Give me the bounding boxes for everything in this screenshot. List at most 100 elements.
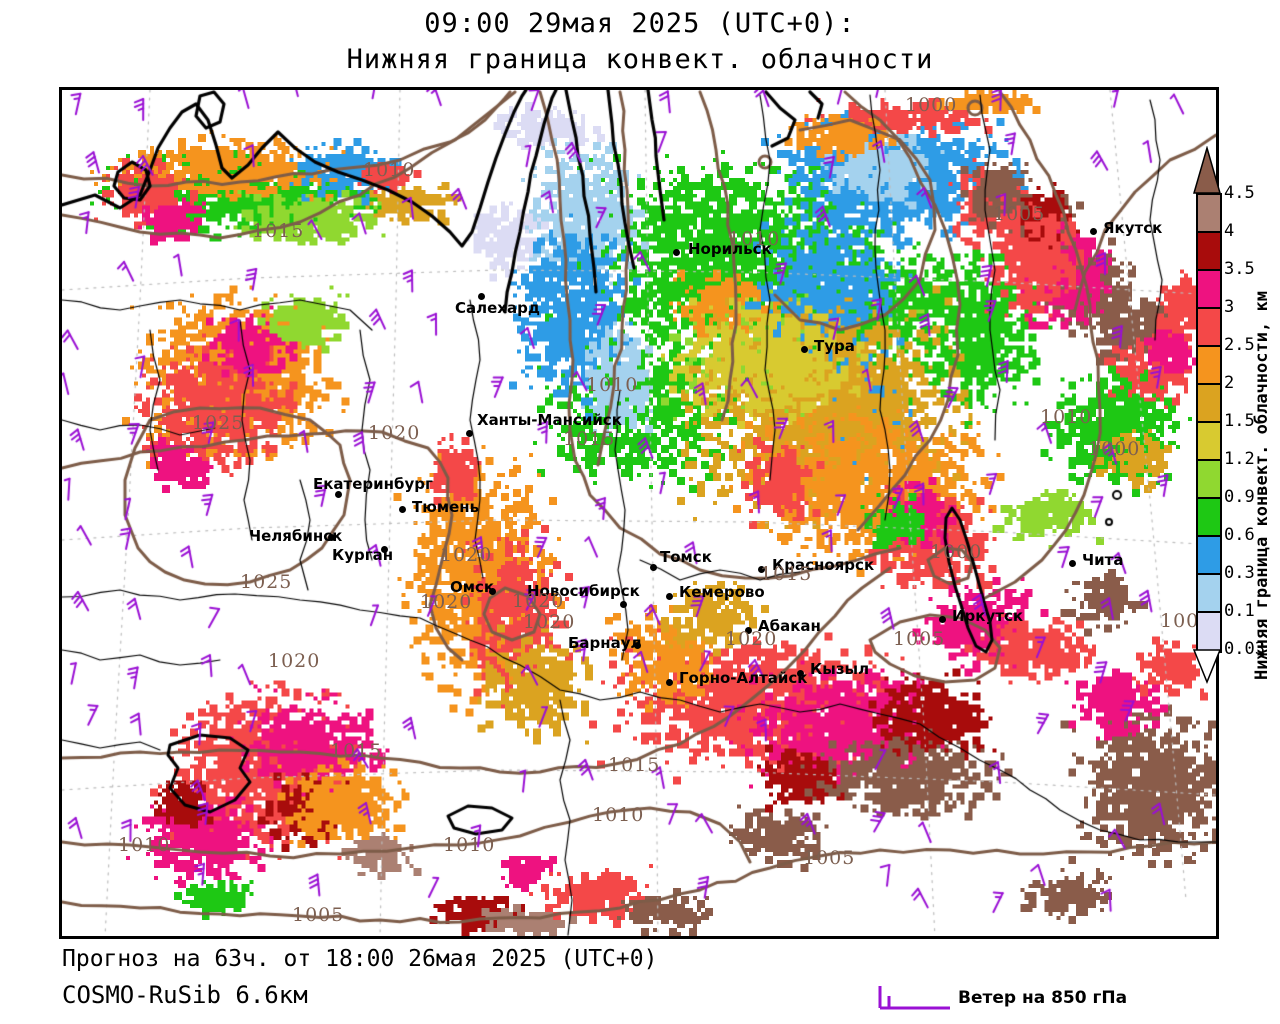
city-dot: [673, 249, 680, 256]
city-dot: [1090, 228, 1097, 235]
model-name-text: COSMO-RuSib 6.6км: [62, 981, 308, 1009]
colorbar-above-max-arrow: [1193, 146, 1221, 194]
colorbar-tick-label: 4.5: [1224, 183, 1255, 203]
colorbar-tick-label: 4: [1224, 221, 1235, 241]
colorbar-tick-label: 0.1: [1224, 601, 1255, 621]
isobar-label: 1015: [760, 563, 813, 585]
forecast-info-text: Прогноз на 63ч. от 18:00 26мая 2025 (UTC…: [62, 946, 658, 972]
isobar-label: 1000: [905, 94, 958, 116]
city-label: Чита: [1082, 551, 1124, 569]
city-dot: [650, 564, 657, 571]
colorbar-segment: [1198, 309, 1220, 347]
city-dot: [666, 679, 673, 686]
colorbar-axis-label: Нижняя граница конвект. облачности, км: [1252, 291, 1272, 680]
colorbar: [1196, 193, 1222, 653]
isobar-label: 1020: [420, 591, 473, 613]
city-label: Красноярск: [772, 556, 875, 574]
city-dot: [1069, 560, 1076, 567]
colorbar-tick-label: 1.5: [1224, 411, 1255, 431]
city-label: Салехард: [455, 299, 540, 317]
city-label: Омск: [450, 578, 495, 596]
isobar-label: 1005: [292, 904, 345, 926]
city-dot: [797, 670, 804, 677]
colorbar-segment: [1198, 195, 1220, 233]
city-label: Новосибирск: [527, 582, 640, 600]
colorbar-tick-label: 0.6: [1224, 525, 1255, 545]
isobar-label: 1015: [563, 428, 616, 450]
city-dot: [745, 627, 752, 634]
isobar-label: 1010: [586, 374, 639, 396]
isobar-label: 1015: [330, 740, 383, 762]
colorbar-segment: [1198, 347, 1220, 385]
colorbar-segment: [1198, 499, 1220, 537]
city-label: Курган: [332, 546, 394, 564]
map-lines-canvas: [62, 90, 1216, 936]
colorbar-segment: [1198, 575, 1220, 613]
city-dot: [335, 491, 342, 498]
colorbar-tick-label: 0.03: [1224, 639, 1265, 659]
isobar-label: 1000: [1088, 438, 1141, 460]
city-label: Екатеринбург: [313, 475, 433, 493]
isobar-label: 1010: [363, 159, 416, 181]
isobar-label: 1005: [803, 847, 856, 869]
isobar-label: 1025: [240, 571, 293, 593]
city-dot: [666, 593, 673, 600]
colorbar-segment: [1198, 423, 1220, 461]
isobar-label: 1010: [592, 804, 645, 826]
city-label: Ханты-Мансийск: [477, 411, 622, 429]
city-dot: [489, 588, 496, 595]
colorbar-tick-label: 3: [1224, 297, 1235, 317]
isobar-label: 1020: [440, 544, 493, 566]
isobar-label: 1000: [930, 541, 983, 563]
city-label: Кемерово: [679, 583, 765, 601]
city-label: Тюмень: [412, 498, 480, 516]
city-dot: [620, 601, 627, 608]
isobar-label: 1020: [368, 422, 421, 444]
colorbar-tick-label: 0.3: [1224, 563, 1255, 583]
colorbar-segment: [1198, 537, 1220, 575]
colorbar-segment: [1198, 233, 1220, 271]
city-label: Тура: [814, 337, 855, 355]
city-dot: [399, 506, 406, 513]
forecast-map: Норильск Салехард Тура Ханты-Мансийск Екатер…: [59, 87, 1219, 939]
isobar-label: 1020: [523, 611, 576, 633]
isobar-label: 1010: [1040, 406, 1093, 428]
city-label: Кызыл: [810, 660, 870, 678]
city-dot: [328, 534, 335, 541]
city-dot: [801, 346, 808, 353]
city-dot: [381, 546, 388, 553]
colorbar-segment: [1198, 461, 1220, 499]
isobar-label: 1010: [118, 834, 171, 856]
city-label: Барнаул: [568, 634, 642, 652]
colorbar-segment: [1198, 385, 1220, 423]
city-label: Горно-Алтайск: [679, 669, 808, 687]
city-label: Якутск: [1103, 219, 1163, 237]
colorbar-tick-label: 0.9: [1224, 487, 1255, 507]
isobar-label: 1015: [252, 220, 305, 242]
page-title-parameter: Нижняя граница конвект. облачности: [346, 44, 934, 75]
city-label: Челябинск: [249, 527, 343, 545]
isobar-label: 1005: [893, 628, 946, 650]
city-dot: [466, 430, 473, 437]
isobar-label: 1020: [725, 628, 778, 650]
colorbar-segment: [1198, 271, 1220, 309]
wind-legend-label: Ветер на 850 гПа: [958, 988, 1128, 1008]
colorbar-tick-label: 1.2: [1224, 449, 1255, 469]
city-label: Томск: [660, 548, 712, 566]
page-title-datetime: 09:00 29мая 2025 (UTC+0):: [424, 8, 856, 39]
colorbar-tick-label: 3.5: [1224, 259, 1255, 279]
city-label: Иркутск: [952, 607, 1024, 625]
city-dot: [478, 293, 485, 300]
isobar-label: 1025: [192, 412, 245, 434]
city-dot: [634, 642, 641, 649]
isobar-label: 1020: [268, 650, 321, 672]
colorbar-tick-label: 2.5: [1224, 335, 1255, 355]
city-dot: [758, 566, 765, 573]
wind-barb-legend-icon: [878, 986, 950, 1010]
colorbar-below-min-arrow: [1193, 649, 1221, 684]
isobar-label: 1005: [993, 203, 1046, 225]
isobar-label: 1010: [443, 834, 496, 856]
city-label: Норильск: [688, 240, 772, 258]
isobar-label: 1020: [512, 590, 565, 612]
